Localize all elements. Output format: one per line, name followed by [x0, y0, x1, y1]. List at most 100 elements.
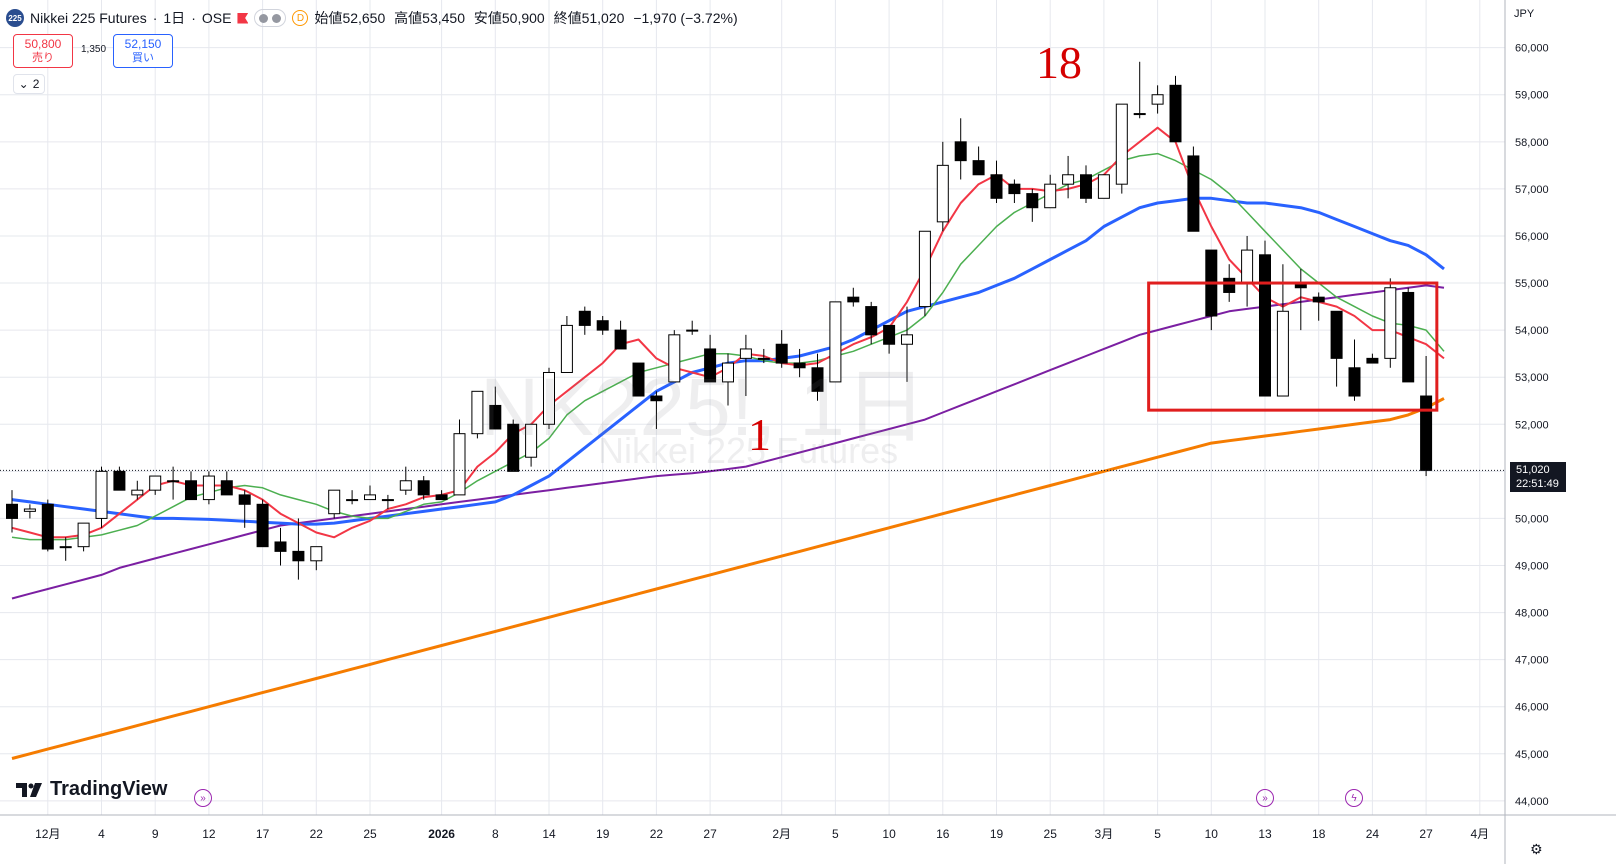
y-tick-label: 54,000	[1515, 325, 1549, 337]
currency-label[interactable]: JPY	[1514, 8, 1535, 20]
symbol-title[interactable]: Nikkei 225 Futures	[30, 10, 147, 26]
x-tick-label: 9	[152, 827, 159, 841]
candle-body	[1276, 310, 1289, 397]
candle-body	[1151, 94, 1164, 105]
candle-body	[1312, 296, 1325, 303]
candle-body	[131, 489, 144, 496]
delayed-data-badge[interactable]: D	[292, 10, 309, 26]
candle-body	[489, 404, 502, 430]
buy-button[interactable]: 52,150 買い	[113, 34, 173, 68]
candle-body	[543, 371, 555, 425]
x-tick-label: 10	[882, 827, 896, 841]
candle-body	[883, 324, 896, 345]
candle-body	[632, 362, 645, 397]
x-tick-label: 19	[990, 827, 1004, 841]
candle-body	[722, 362, 734, 383]
candle-body	[865, 306, 878, 336]
event-icon[interactable]: »	[194, 789, 212, 807]
candle-body	[1097, 174, 1110, 199]
x-tick-label: 2026	[428, 827, 455, 841]
x-tick-label: 10	[1205, 827, 1219, 841]
title-separator: ·	[152, 10, 158, 26]
brand-name: TradingView	[50, 778, 168, 800]
eye-icon	[272, 13, 282, 23]
candle-body	[471, 390, 484, 435]
candle-body	[417, 480, 430, 496]
candle-body	[704, 348, 717, 383]
candle-body	[1080, 174, 1092, 199]
sell-price: 50,800	[24, 37, 62, 51]
candle-body	[1223, 277, 1236, 293]
candle-body	[328, 489, 341, 515]
candle-body	[310, 546, 323, 562]
candle-body	[1026, 193, 1039, 209]
candle-body	[1044, 183, 1057, 209]
candle-body	[292, 550, 305, 562]
x-tick-label: 18	[1312, 827, 1326, 841]
ohlc-low-value: 50,900	[501, 10, 545, 26]
x-tick-label: 13	[1258, 827, 1272, 841]
ohlc-low-label: 安値	[473, 10, 502, 26]
ohlc-readout: 始値52,650 高値53,450 安値50,900 終値51,020 −1,9…	[314, 8, 742, 28]
candle-body	[453, 433, 466, 496]
lightning-icon[interactable]: ϟ	[1345, 789, 1363, 807]
ohlc-change-value: −1,970 (−3.72%)	[633, 10, 738, 26]
ma200-line	[11, 397, 1445, 760]
name-watermark: Nikkei 225 Futures	[598, 430, 899, 471]
candle-body	[918, 230, 931, 308]
candle-body	[525, 423, 538, 458]
interval-label[interactable]: 1日	[163, 10, 186, 26]
candle-body	[77, 522, 90, 548]
x-tick-label: 4	[98, 827, 105, 841]
candle-body	[954, 141, 967, 162]
y-tick-label: 49,000	[1515, 560, 1549, 572]
candle-body	[901, 334, 913, 345]
ma75-line	[11, 284, 1445, 600]
candle-body	[972, 160, 985, 176]
x-tick-label: 17	[256, 827, 270, 841]
candle-body	[41, 503, 54, 550]
x-tick-label: 3月	[1095, 827, 1114, 841]
y-tick-label: 53,000	[1515, 372, 1549, 384]
eye-icon	[259, 13, 269, 23]
candle-body	[149, 475, 162, 491]
candle-body	[1366, 357, 1379, 364]
candle-body	[829, 301, 842, 383]
title-separator: ·	[191, 10, 196, 26]
candle-body	[650, 395, 663, 402]
x-tick-label: 16	[936, 827, 950, 841]
x-tick-label: 19	[596, 827, 610, 841]
y-tick-label: 58,000	[1515, 137, 1549, 149]
visibility-toggle[interactable]	[254, 9, 287, 27]
y-tick-label: 57,000	[1515, 184, 1549, 196]
x-tick-label: 4月	[1470, 827, 1489, 841]
highlight-box	[1147, 281, 1439, 412]
ohlc-close-value: 51,020	[581, 10, 625, 26]
candle-body	[507, 423, 520, 472]
event-icon[interactable]: »	[1256, 789, 1274, 807]
tradingview-logo[interactable]: TradingView	[16, 778, 167, 801]
sell-button[interactable]: 50,800 売り	[13, 34, 73, 68]
spread-value: 1,350	[81, 44, 107, 55]
candle-body	[238, 494, 251, 505]
gear-icon[interactable]: ⚙	[1530, 841, 1543, 857]
flag-icon[interactable]	[237, 12, 249, 24]
x-tick-label: 12月	[35, 827, 60, 841]
countdown-timer: 22:51:49	[1516, 478, 1559, 490]
y-tick-label: 48,000	[1515, 608, 1549, 620]
candle-body	[435, 494, 448, 501]
x-tick-label: 24	[1366, 827, 1380, 841]
y-tick-label: 45,000	[1515, 749, 1549, 761]
candle-body	[1169, 84, 1182, 143]
indicator-collapse-button[interactable]: ⌄ 2	[13, 74, 45, 94]
exchange-label: OSE	[201, 10, 232, 26]
x-tick-label: 8	[492, 827, 499, 841]
candle-body	[167, 480, 180, 483]
candle-body	[596, 320, 609, 331]
symbol-header: 225 Nikkei 225 Futures · 1日 · OSE D 始値52…	[6, 8, 743, 28]
y-tick-label: 60,000	[1515, 43, 1549, 55]
candle-body	[220, 480, 233, 496]
annotation-low: 1	[748, 409, 771, 460]
candle-body	[757, 357, 770, 360]
